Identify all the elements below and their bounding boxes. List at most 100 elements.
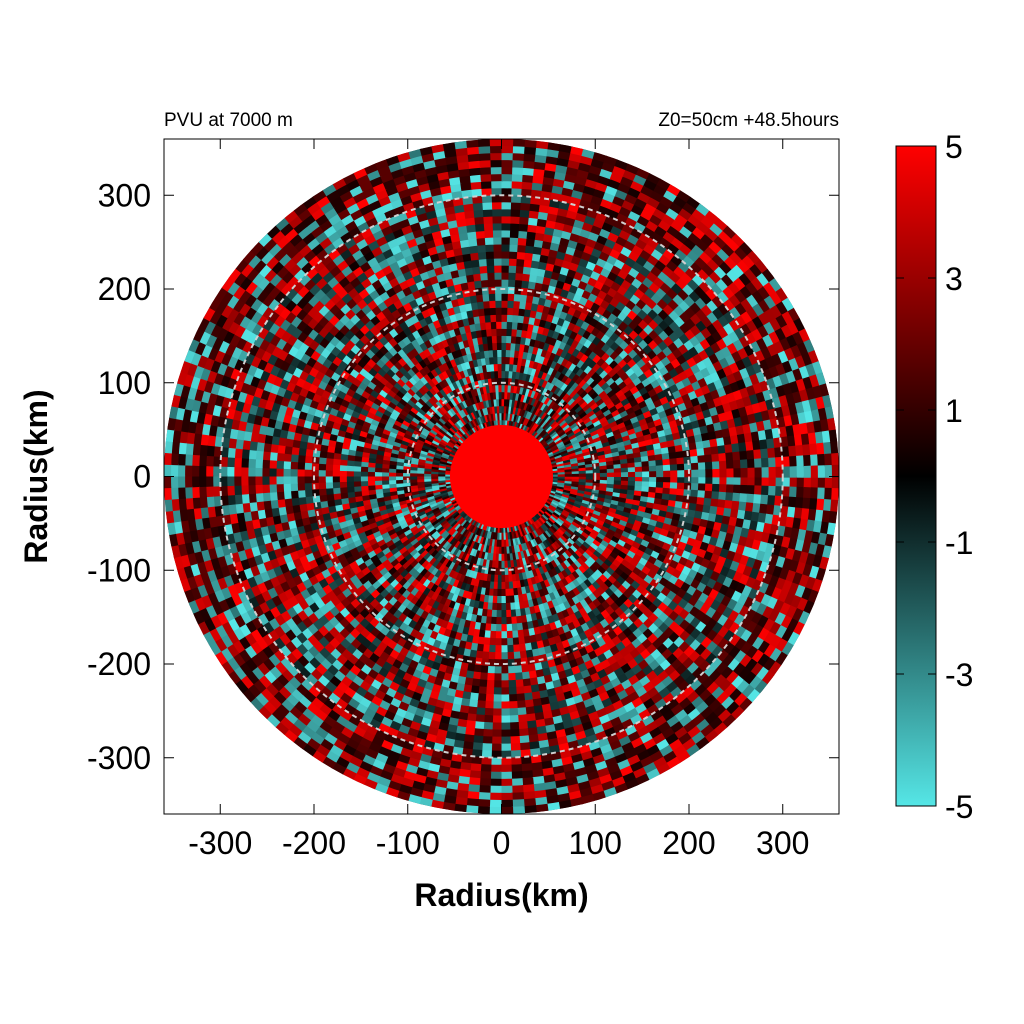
field-cell (555, 508, 563, 515)
field-cell (512, 364, 518, 373)
field-cell (460, 552, 468, 561)
field-cell (663, 476, 671, 484)
field-cell (431, 414, 440, 423)
field-cell (409, 469, 418, 474)
field-cell (452, 521, 460, 530)
field-cell (497, 349, 503, 358)
field-cell (501, 300, 509, 308)
field-cell (438, 380, 446, 390)
field-cell (493, 363, 499, 372)
field-cell (532, 406, 539, 415)
field-cell (522, 535, 529, 544)
field-cell (417, 510, 426, 517)
field-cell (556, 556, 564, 565)
field-cell (505, 363, 510, 372)
field-cell (481, 529, 486, 538)
field-cell (601, 505, 611, 512)
field-cell (501, 532, 504, 541)
field-cell (473, 526, 479, 535)
field-cell (457, 526, 465, 534)
field-cell (353, 470, 361, 477)
field-cell (557, 537, 566, 546)
field-cell (566, 447, 575, 453)
field-cell (427, 419, 436, 427)
field-cell (360, 475, 368, 482)
field-cell (520, 535, 526, 545)
field-cell (586, 507, 595, 514)
field-cell (498, 546, 502, 555)
field-cell (433, 392, 442, 402)
field-cell (339, 470, 347, 477)
subtitle-left: PVU at 7000 m (164, 110, 293, 131)
field-cell (495, 314, 503, 322)
field-cell (514, 672, 523, 681)
field-cell (546, 518, 555, 526)
field-cell (585, 436, 594, 443)
field-cell (544, 555, 552, 565)
field-cell (550, 542, 559, 552)
field-cell (438, 555, 447, 565)
field-cell (439, 405, 448, 414)
field-cell (545, 546, 553, 555)
field-cell (494, 652, 502, 660)
field-cell (549, 504, 557, 511)
field-cell (466, 397, 473, 406)
field-cell (419, 549, 429, 558)
field-cell (547, 374, 555, 384)
field-cell (416, 478, 425, 483)
field-cell (254, 466, 263, 477)
field-cell (451, 530, 459, 538)
field-cell (469, 396, 476, 405)
field-cell (554, 456, 563, 462)
field-cell (437, 407, 446, 416)
field-cell (268, 475, 277, 485)
field-cell (461, 528, 468, 537)
field-cell (563, 530, 572, 539)
field-cell (428, 557, 437, 566)
field-cell (492, 708, 502, 717)
field-cell (451, 571, 459, 580)
field-cell (438, 486, 447, 490)
field-cell (571, 439, 580, 446)
field-cell (451, 414, 459, 423)
field-cell (417, 397, 426, 406)
field-cell (437, 563, 446, 573)
field-cell (484, 236, 495, 246)
field-cell (538, 566, 545, 576)
field-cell (475, 417, 481, 426)
field-cell (437, 442, 446, 449)
field-cell (479, 408, 485, 417)
field-cell (656, 476, 664, 483)
field-cell (557, 469, 566, 473)
field-cell (555, 539, 564, 548)
field-cell (541, 523, 549, 532)
field-cell (438, 528, 446, 536)
field-cell (447, 544, 455, 553)
field-cell (440, 548, 448, 557)
field-cell (254, 458, 264, 469)
field-cell (419, 497, 428, 503)
field-cell (442, 540, 450, 550)
field-cell (417, 407, 427, 416)
field-cell (434, 561, 443, 571)
field-cell (490, 370, 496, 379)
field-cell (554, 493, 563, 499)
field-cell (732, 484, 742, 495)
field-cell (530, 554, 536, 564)
field-cell (417, 524, 426, 532)
field-cell (578, 534, 588, 543)
field-cell (289, 475, 298, 484)
field-cell (432, 489, 441, 494)
field-cell (547, 427, 555, 435)
field-cell (565, 517, 574, 525)
field-cell (560, 382, 569, 392)
field-cell (493, 673, 502, 682)
field-cell (634, 476, 643, 482)
field-cell (500, 715, 511, 724)
field-cell (535, 416, 542, 425)
field-cell (435, 553, 444, 563)
field-cell (404, 429, 414, 437)
field-cell (564, 474, 573, 477)
field-cell (457, 428, 465, 437)
field-cell (449, 436, 458, 444)
